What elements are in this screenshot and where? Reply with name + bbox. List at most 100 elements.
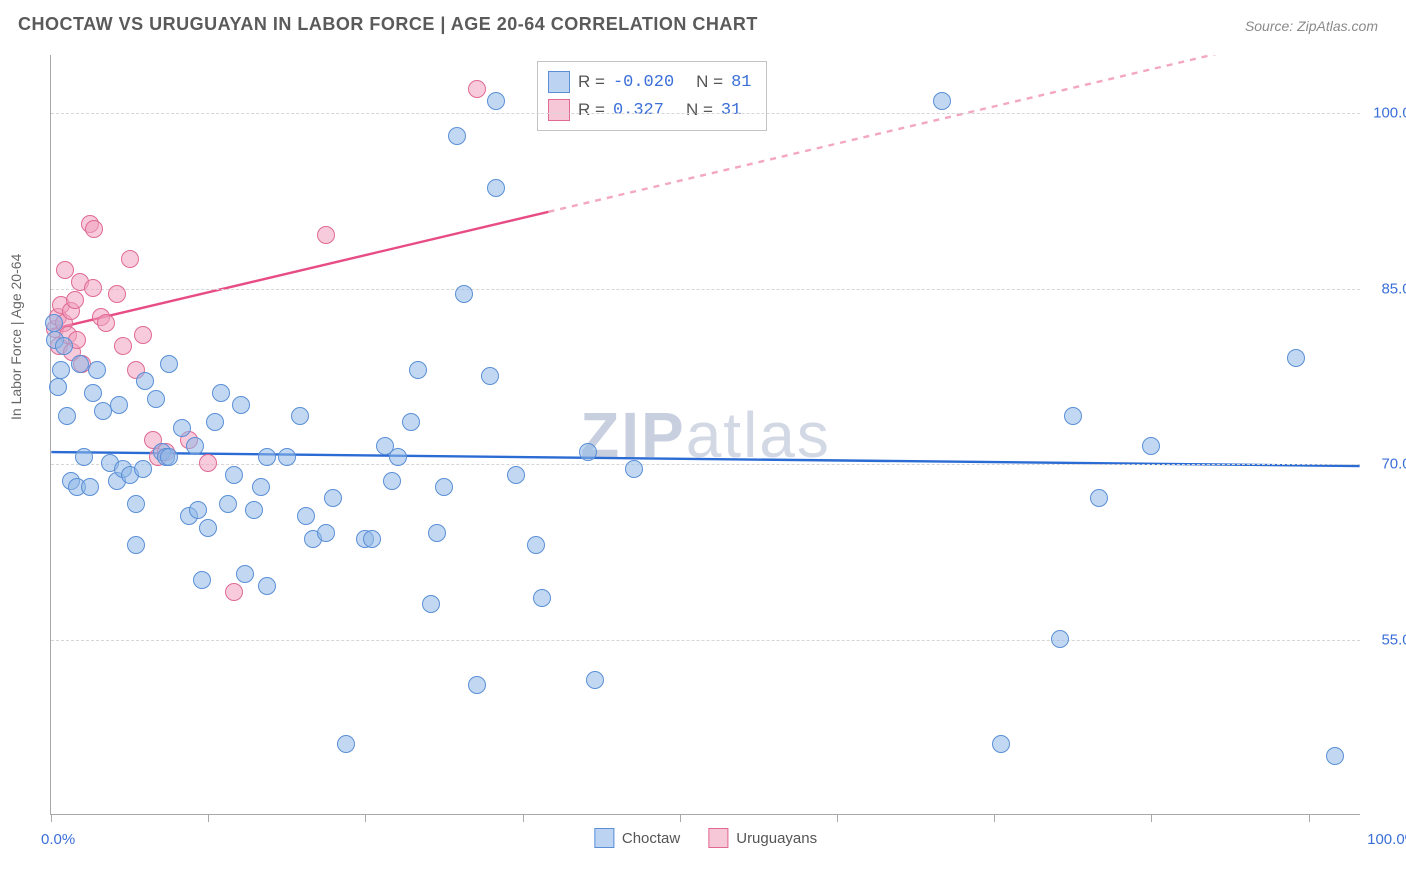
data-point [81, 478, 99, 496]
data-point [586, 671, 604, 689]
data-point [97, 314, 115, 332]
data-point [55, 337, 73, 355]
gridline [51, 113, 1360, 114]
series-legend-label: Choctaw [622, 830, 680, 847]
legend-r-label: R = [578, 72, 605, 92]
plot-area: ZIPatlas R =-0.020N =81R = 0.327N =31 Ch… [50, 55, 1360, 815]
data-point [127, 536, 145, 554]
data-point [199, 519, 217, 537]
stats-legend-row: R = -0.020 N = 81 [548, 68, 752, 96]
data-point [533, 589, 551, 607]
data-point [84, 279, 102, 297]
chart-title: CHOCTAW VS URUGUAYAN IN LABOR FORCE | AG… [18, 14, 758, 35]
data-point [468, 676, 486, 694]
data-point [147, 390, 165, 408]
data-point [1051, 630, 1069, 648]
legend-r-value: -0.020 [613, 73, 674, 92]
x-tick [208, 814, 209, 822]
data-point [121, 250, 139, 268]
x-tick [680, 814, 681, 822]
data-point [324, 489, 342, 507]
data-point [527, 536, 545, 554]
data-point [992, 735, 1010, 753]
source-credit: Source: ZipAtlas.com [1245, 18, 1378, 34]
data-point [435, 478, 453, 496]
trend-lines-layer [51, 55, 1360, 814]
legend-r-label: R = [578, 100, 605, 120]
data-point [428, 524, 446, 542]
data-point [88, 361, 106, 379]
x-tick [523, 814, 524, 822]
data-point [45, 314, 63, 332]
data-point [468, 80, 486, 98]
data-point [127, 495, 145, 513]
data-point [114, 337, 132, 355]
data-point [84, 384, 102, 402]
data-point [409, 361, 427, 379]
y-tick-label: 100.0% [1373, 105, 1406, 122]
gridline [51, 289, 1360, 290]
series-legend-item: Choctaw [594, 828, 680, 848]
data-point [389, 448, 407, 466]
legend-swatch [548, 71, 570, 93]
legend-swatch [708, 828, 728, 848]
data-point [58, 407, 76, 425]
data-point [258, 577, 276, 595]
legend-r-value: 0.327 [613, 101, 664, 120]
gridline [51, 640, 1360, 641]
data-point [110, 396, 128, 414]
data-point [455, 285, 473, 303]
x-tick-label-left: 0.0% [41, 831, 75, 848]
y-tick-label: 55.0% [1381, 631, 1406, 648]
data-point [487, 92, 505, 110]
y-axis-label: In Labor Force | Age 20-64 [8, 254, 24, 420]
data-point [160, 448, 178, 466]
data-point [189, 501, 207, 519]
data-point [487, 179, 505, 197]
gridline [51, 464, 1360, 465]
y-tick-label: 70.0% [1381, 456, 1406, 473]
data-point [1064, 407, 1082, 425]
x-tick [1309, 814, 1310, 822]
legend-n-label: N = [686, 100, 713, 120]
data-point [66, 291, 84, 309]
x-tick [51, 814, 52, 822]
data-point [173, 419, 191, 437]
data-point [134, 460, 152, 478]
data-point [75, 448, 93, 466]
data-point [933, 92, 951, 110]
data-point [625, 460, 643, 478]
x-tick [365, 814, 366, 822]
series-legend: Choctaw Uruguayans [594, 828, 817, 848]
legend-swatch [548, 99, 570, 121]
watermark: ZIPatlas [580, 398, 831, 472]
data-point [206, 413, 224, 431]
x-tick [1151, 814, 1152, 822]
data-point [317, 524, 335, 542]
series-legend-label: Uruguayans [736, 830, 817, 847]
data-point [186, 437, 204, 455]
data-point [291, 407, 309, 425]
data-point [52, 361, 70, 379]
data-point [134, 326, 152, 344]
data-point [448, 127, 466, 145]
watermark-light: atlas [686, 399, 831, 471]
data-point [363, 530, 381, 548]
legend-n-value: 81 [731, 73, 751, 92]
data-point [337, 735, 355, 753]
legend-n-label: N = [696, 72, 723, 92]
data-point [212, 384, 230, 402]
data-point [1326, 747, 1344, 765]
data-point [199, 454, 217, 472]
data-point [232, 396, 250, 414]
data-point [422, 595, 440, 613]
data-point [507, 466, 525, 484]
data-point [402, 413, 420, 431]
data-point [219, 495, 237, 513]
data-point [236, 565, 254, 583]
data-point [317, 226, 335, 244]
data-point [383, 472, 401, 490]
data-point [1287, 349, 1305, 367]
data-point [297, 507, 315, 525]
data-point [160, 355, 178, 373]
